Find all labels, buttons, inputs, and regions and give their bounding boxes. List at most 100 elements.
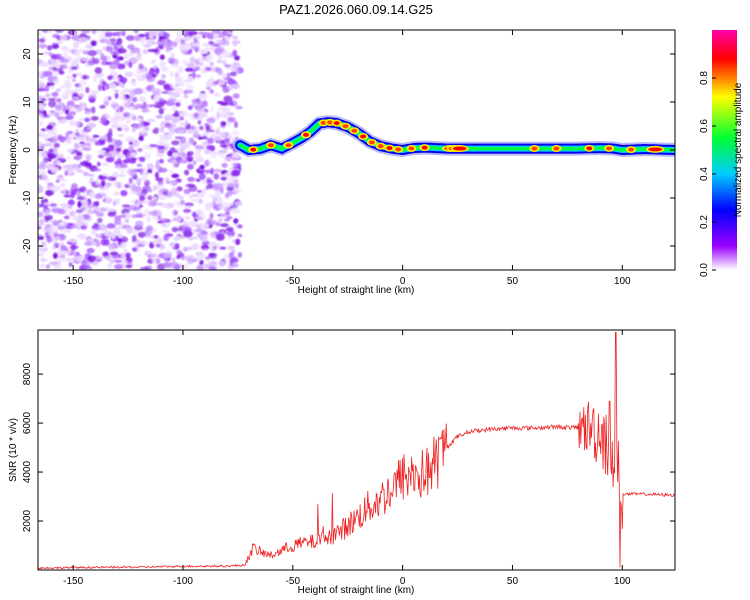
noise-blob (132, 206, 141, 211)
noise-blob (231, 152, 241, 159)
noise-blob (60, 182, 66, 188)
noise-blob (187, 176, 196, 182)
noise-blob (193, 130, 199, 135)
noise-blob (149, 235, 155, 240)
noise-blob (150, 88, 160, 93)
noise-blob (92, 75, 98, 83)
noise-blob (226, 186, 234, 191)
noise-blob (224, 136, 233, 140)
noise-blob (116, 31, 122, 37)
noise-blob (169, 83, 178, 89)
noise-blob (177, 128, 186, 135)
noise-blob (155, 67, 160, 74)
noise-blob (113, 198, 121, 205)
noise-blob (120, 190, 128, 197)
noise-blob (171, 173, 180, 178)
noise-blob (131, 96, 138, 103)
noise-blob (177, 99, 183, 103)
noise-blob (163, 143, 171, 147)
noise-blob (130, 47, 141, 54)
noise-blob (53, 263, 62, 270)
noise-blob (225, 172, 230, 178)
noise-blob (52, 44, 59, 49)
noise-blob (215, 243, 222, 249)
noise-blob (75, 128, 79, 134)
noise-blob (210, 167, 214, 175)
noise-blob (200, 254, 207, 260)
snr-y-tick-label: 8000 (22, 363, 33, 386)
ridge-peak (553, 146, 560, 151)
noise-blob (69, 244, 79, 250)
noise-blob (201, 48, 209, 54)
noise-blob (155, 243, 161, 248)
noise-blob (210, 105, 214, 112)
noise-blob (227, 78, 236, 85)
noise-blob (131, 115, 137, 121)
noise-blob (186, 152, 191, 157)
noise-blob (95, 233, 102, 238)
noise-blob (147, 168, 153, 174)
noise-blob (81, 260, 87, 266)
noise-blob (122, 212, 132, 220)
noise-blob (79, 118, 86, 121)
noise-blob (179, 147, 185, 154)
noise-blob (42, 258, 49, 263)
noise-blob (145, 226, 154, 232)
noise-blob (120, 163, 128, 169)
noise-blob (105, 157, 115, 163)
noise-blob (167, 190, 177, 197)
noise-blob (228, 252, 235, 259)
spectrogram-y-tick-label: 20 (22, 48, 33, 60)
noise-blob (73, 217, 78, 221)
noise-blob (144, 250, 149, 257)
noise-blob (58, 70, 65, 75)
noise-blob (82, 213, 90, 220)
noise-blob (213, 168, 222, 173)
noise-blob (73, 255, 79, 263)
noise-blob (223, 254, 229, 261)
noise-blob (60, 245, 68, 251)
noise-blob (82, 146, 92, 151)
noise-blob (97, 217, 103, 224)
noise-blob (64, 170, 69, 176)
noise-blob (99, 175, 108, 180)
noise-blob (48, 226, 58, 233)
noise-blob (187, 105, 193, 111)
noise-blob (38, 153, 42, 157)
noise-blob (84, 266, 93, 270)
noise-blob (139, 195, 146, 202)
noise-blob (220, 223, 229, 228)
noise-blob (105, 182, 112, 187)
noise-blob (174, 243, 180, 250)
noise-blob (107, 136, 113, 143)
noise-blob (104, 252, 110, 257)
noise-blob (38, 71, 43, 77)
noise-blob (226, 145, 231, 149)
noise-blob (87, 255, 96, 263)
noise-blob (219, 131, 227, 139)
noise-blob (44, 209, 51, 216)
noise-blob (223, 156, 233, 160)
noise-blob (74, 163, 79, 171)
noise-blob (156, 183, 164, 191)
noise-blob (155, 101, 165, 108)
noise-blob (78, 102, 87, 108)
noise-blob (185, 183, 195, 188)
noise-blob (125, 35, 135, 41)
noise-blob (56, 98, 62, 103)
noise-blob (135, 220, 144, 228)
noise-blob (217, 68, 223, 76)
noise-blob (38, 236, 45, 240)
noise-blob (40, 134, 49, 138)
noise-blob (159, 33, 164, 37)
noise-blob (82, 171, 90, 176)
noise-blob (87, 94, 97, 99)
noise-blob (231, 207, 241, 214)
noise-blob (38, 82, 43, 87)
noise-blob (192, 160, 197, 165)
noise-blob (88, 137, 98, 142)
noise-blob (171, 149, 179, 153)
noise-blob (90, 116, 99, 121)
ridge-peak (408, 146, 415, 151)
noise-blob (106, 30, 111, 33)
